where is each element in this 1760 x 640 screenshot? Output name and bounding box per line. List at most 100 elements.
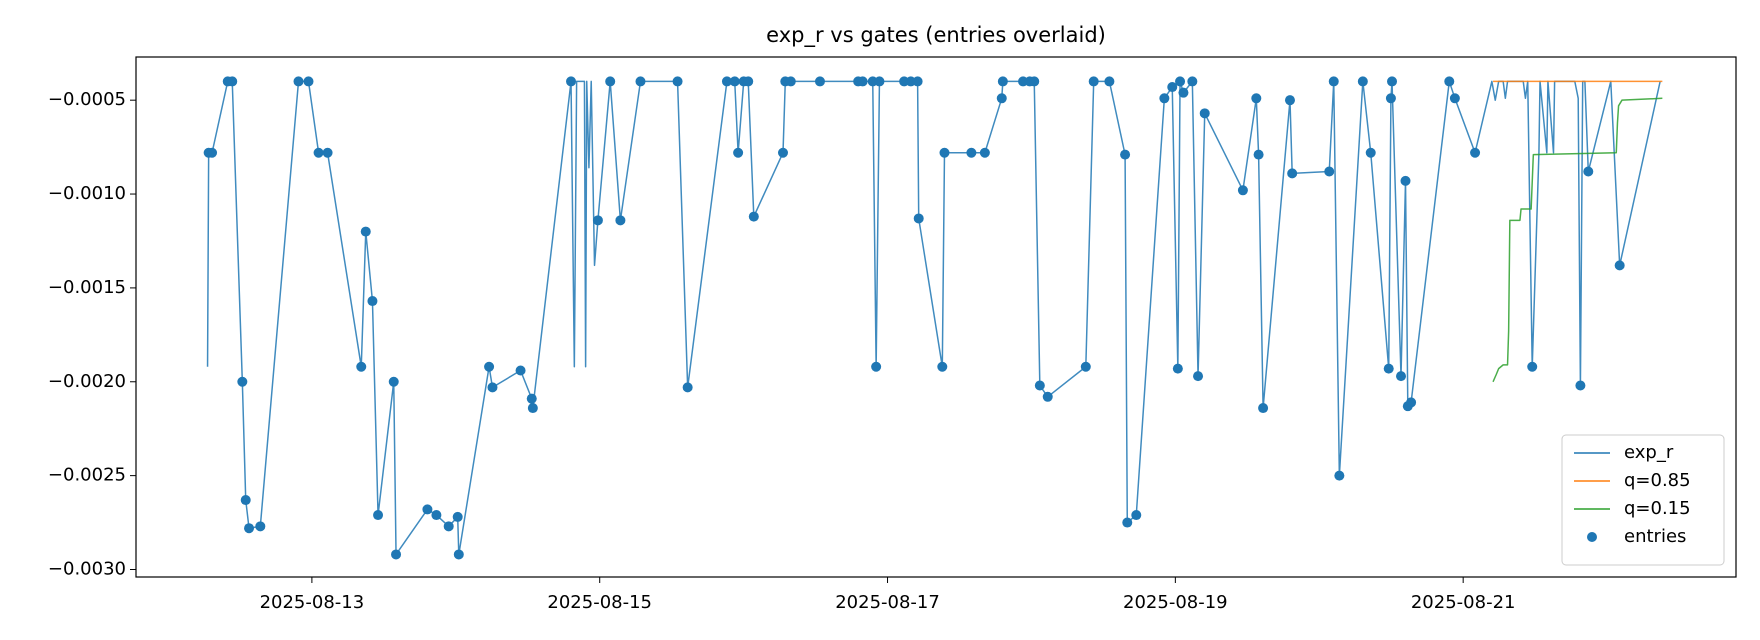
entry-point [1396,371,1407,382]
legend-label: q=0.85 [1624,470,1691,491]
entry-point [721,76,732,87]
entry-point [1088,76,1099,87]
entry-point [748,211,759,222]
entry-point [255,521,266,532]
entry-point [1258,403,1269,414]
entry-point [814,76,825,87]
entry-point [592,215,603,226]
entry-point [874,76,885,87]
entry-point [1251,93,1262,104]
entry-point [871,361,882,372]
entry-point [733,147,744,158]
y-tick-label: −0.0025 [48,465,126,486]
entry-point [939,147,950,158]
entry-point [1400,175,1411,186]
entry-point [937,361,948,372]
y-tick-label: −0.0010 [48,183,126,204]
x-tick-label: 2025-08-13 [260,592,365,613]
entry-point [1444,76,1455,87]
entry-point [743,76,754,87]
x-tick-label: 2025-08-17 [835,592,940,613]
entry-point [1406,397,1417,408]
entry-point [1237,185,1248,196]
legend-label: entries [1624,526,1686,547]
entry-point [367,296,378,307]
legend-label: q=0.15 [1624,498,1691,519]
entry-point [1357,76,1368,87]
entry-point [422,504,433,515]
y-tick-label: −0.0020 [48,371,126,392]
entry-point [1159,93,1170,104]
entry-point [1104,76,1115,87]
entry-point [1193,371,1204,382]
entry-point [244,523,255,534]
entry-point [1449,93,1460,104]
x-tick-label: 2025-08-21 [1411,592,1516,613]
legend-marker [1587,532,1597,542]
entry-point [356,361,367,372]
entry-point [785,76,796,87]
entry-point [682,382,693,393]
entry-point [777,147,788,158]
entry-point [1365,147,1376,158]
entry-point [431,510,442,521]
entry-point [912,76,923,87]
entry-point [1187,76,1198,87]
entry-point [635,76,646,87]
entry-point [388,376,399,387]
x-tick-label: 2025-08-15 [547,592,652,613]
entry-point [303,76,314,87]
entry-point [1575,380,1586,391]
series-line [1492,97,1663,383]
entry-point [857,76,868,87]
entry-point [526,393,537,404]
entry-point [240,495,251,506]
legend-label: exp_r [1624,442,1674,463]
entry-point [1334,470,1345,481]
entry-point [1122,517,1133,528]
entry-point [1080,361,1091,372]
entry-point [1583,166,1594,177]
entry-point [1527,361,1538,372]
entry-point [487,382,498,393]
entry-point [373,510,384,521]
entry-point [360,226,371,237]
entry-point [1383,363,1394,374]
entry-point [1253,149,1264,160]
entry-point [1178,87,1189,98]
entry-point [1172,363,1183,374]
entry-point [1614,260,1625,271]
entry-point [452,511,463,522]
entry-point [1284,95,1295,106]
entry-point [1029,76,1040,87]
entry-point [979,147,990,158]
entry-point [322,147,333,158]
entry-point [672,76,683,87]
legend-box [1561,434,1725,566]
series-line [206,80,1661,556]
entry-point [1199,108,1210,119]
entry-point [1120,149,1131,160]
entry-point [996,93,1007,104]
entry-point [391,549,402,560]
entry-point [615,215,626,226]
entry-point [729,76,740,87]
entry-point [227,76,238,87]
x-tick-label: 2025-08-19 [1123,592,1228,613]
entry-point [484,361,495,372]
chart-title: exp_r vs gates (entries overlaid) [766,23,1106,48]
plot-frame [135,56,1737,578]
entry-point [1287,168,1298,179]
entry-point [527,403,538,414]
entry-point [237,376,248,387]
entry-point [1328,76,1339,87]
entry-point [453,549,464,560]
entry-point [1387,76,1398,87]
entry-point [443,521,454,532]
entry-point [913,213,924,224]
entry-point [997,76,1008,87]
entry-point [293,76,304,87]
entry-point [966,147,977,158]
